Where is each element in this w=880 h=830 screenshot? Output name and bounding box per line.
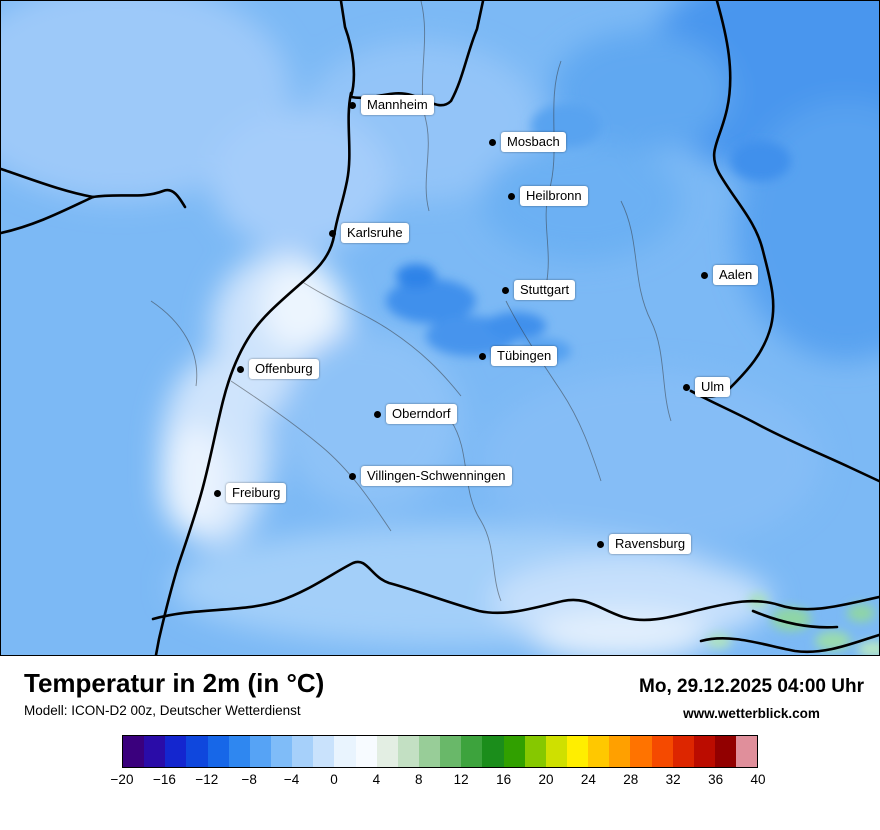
colorbar-tick-label: 32 (665, 772, 681, 787)
colorbar-segment (630, 736, 652, 767)
colorbar-segment (672, 736, 694, 767)
temperature-map: Mannheim Mosbach Heilbronn Karlsruhe Stuttga… (0, 0, 880, 656)
colorbar-segment (588, 736, 610, 767)
model-info: Modell: ICON-D2 00z, Deutscher Wetterdie… (24, 703, 301, 718)
colorbar-tick-label: −8 (241, 772, 257, 787)
colorbar-segment (313, 736, 335, 767)
colorbar-tick-label: 8 (415, 772, 423, 787)
caption-left: Temperatur in 2m (in °C) Modell: ICON-D2… (24, 668, 324, 718)
colorbar-tick-label: 4 (372, 772, 381, 787)
colorbar-segment (249, 736, 271, 767)
colorbar-segment (566, 736, 589, 767)
colorbar-tick-label: 28 (623, 772, 639, 787)
map-footer: Temperatur in 2m (in °C) Modell: ICON-D2… (0, 656, 880, 830)
colorbar-segment (270, 736, 293, 767)
colorbar-segment (123, 736, 145, 767)
colorbar-tick-label: −12 (195, 772, 219, 787)
state-borders (1, 1, 879, 655)
colorbar-segment (165, 736, 187, 767)
colorbar-segment (714, 736, 737, 767)
colorbar-segment (440, 736, 462, 767)
map-datetime: Mo, 29.12.2025 04:00 Uhr (639, 676, 864, 697)
colorbar-segment (228, 736, 250, 767)
colorbar-segment (651, 736, 673, 767)
colorbar-segment (503, 736, 525, 767)
colorbar-segment (376, 736, 398, 767)
colorbar-tick-label: 20 (538, 772, 554, 787)
colorbar-ticks: −20 −16 −12 −8 −4 0 4 8 12 16 20 24 28 32 36 40 (111, 772, 766, 790)
colorbar-tick-label: 40 (750, 772, 766, 787)
colorbar-segment (461, 736, 483, 767)
colorbar-segment (397, 736, 419, 767)
colorbar-segment (609, 736, 631, 767)
colorbar-segment (482, 736, 504, 767)
colorbar-segment (144, 736, 166, 767)
colorbar-segment (207, 736, 229, 767)
colorbar-segment (736, 736, 758, 767)
colorbar-tick-label: 12 (453, 772, 469, 787)
colorbar-segment (545, 736, 567, 767)
colorbar-tick-label: −4 (283, 772, 300, 787)
footer-caption-row: Temperatur in 2m (in °C) Modell: ICON-D2… (0, 656, 880, 721)
map-title: Temperatur in 2m (in °C) (24, 668, 325, 698)
colorbar-segment (355, 736, 377, 767)
colorbar-segment (186, 736, 208, 767)
colorbar-segment (418, 736, 441, 767)
colorbar-tick-label: 16 (496, 772, 512, 787)
district-borders (150, 1, 672, 602)
colorbar-tick-label: 36 (708, 772, 724, 787)
colorbar-tick-label: 24 (580, 772, 596, 787)
colorbar-tick-label: −20 (110, 772, 134, 787)
colorbar-gradient (122, 735, 758, 768)
caption-right: Mo, 29.12.2025 04:00 Uhr www.wetterblick… (639, 668, 864, 721)
map-svg (1, 1, 879, 655)
colorbar-tick-label: −16 (152, 772, 176, 787)
colorbar-segment (693, 736, 715, 767)
colorbar-segment (292, 736, 314, 767)
colorbar-tick-label: 0 (330, 772, 338, 787)
colorbar-segment (524, 736, 546, 767)
website-text: www.wetterblick.com (683, 706, 820, 721)
colorbar-segment (334, 736, 356, 767)
colorbar: −20 −16 −12 −8 −4 0 4 8 12 16 20 24 28 32 36 40 (111, 735, 766, 790)
